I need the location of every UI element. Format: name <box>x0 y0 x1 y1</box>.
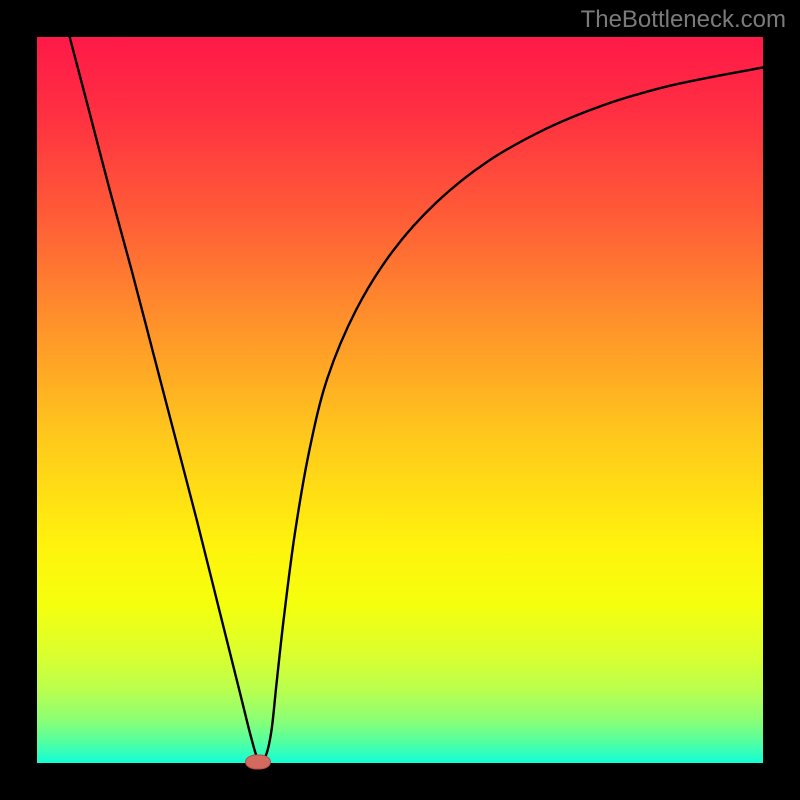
minimum-marker <box>245 754 271 769</box>
chart-frame: TheBottleneck.com <box>0 0 800 800</box>
watermark-text: TheBottleneck.com <box>581 6 786 34</box>
plot-area <box>37 37 763 763</box>
bottleneck-curve <box>37 37 763 763</box>
